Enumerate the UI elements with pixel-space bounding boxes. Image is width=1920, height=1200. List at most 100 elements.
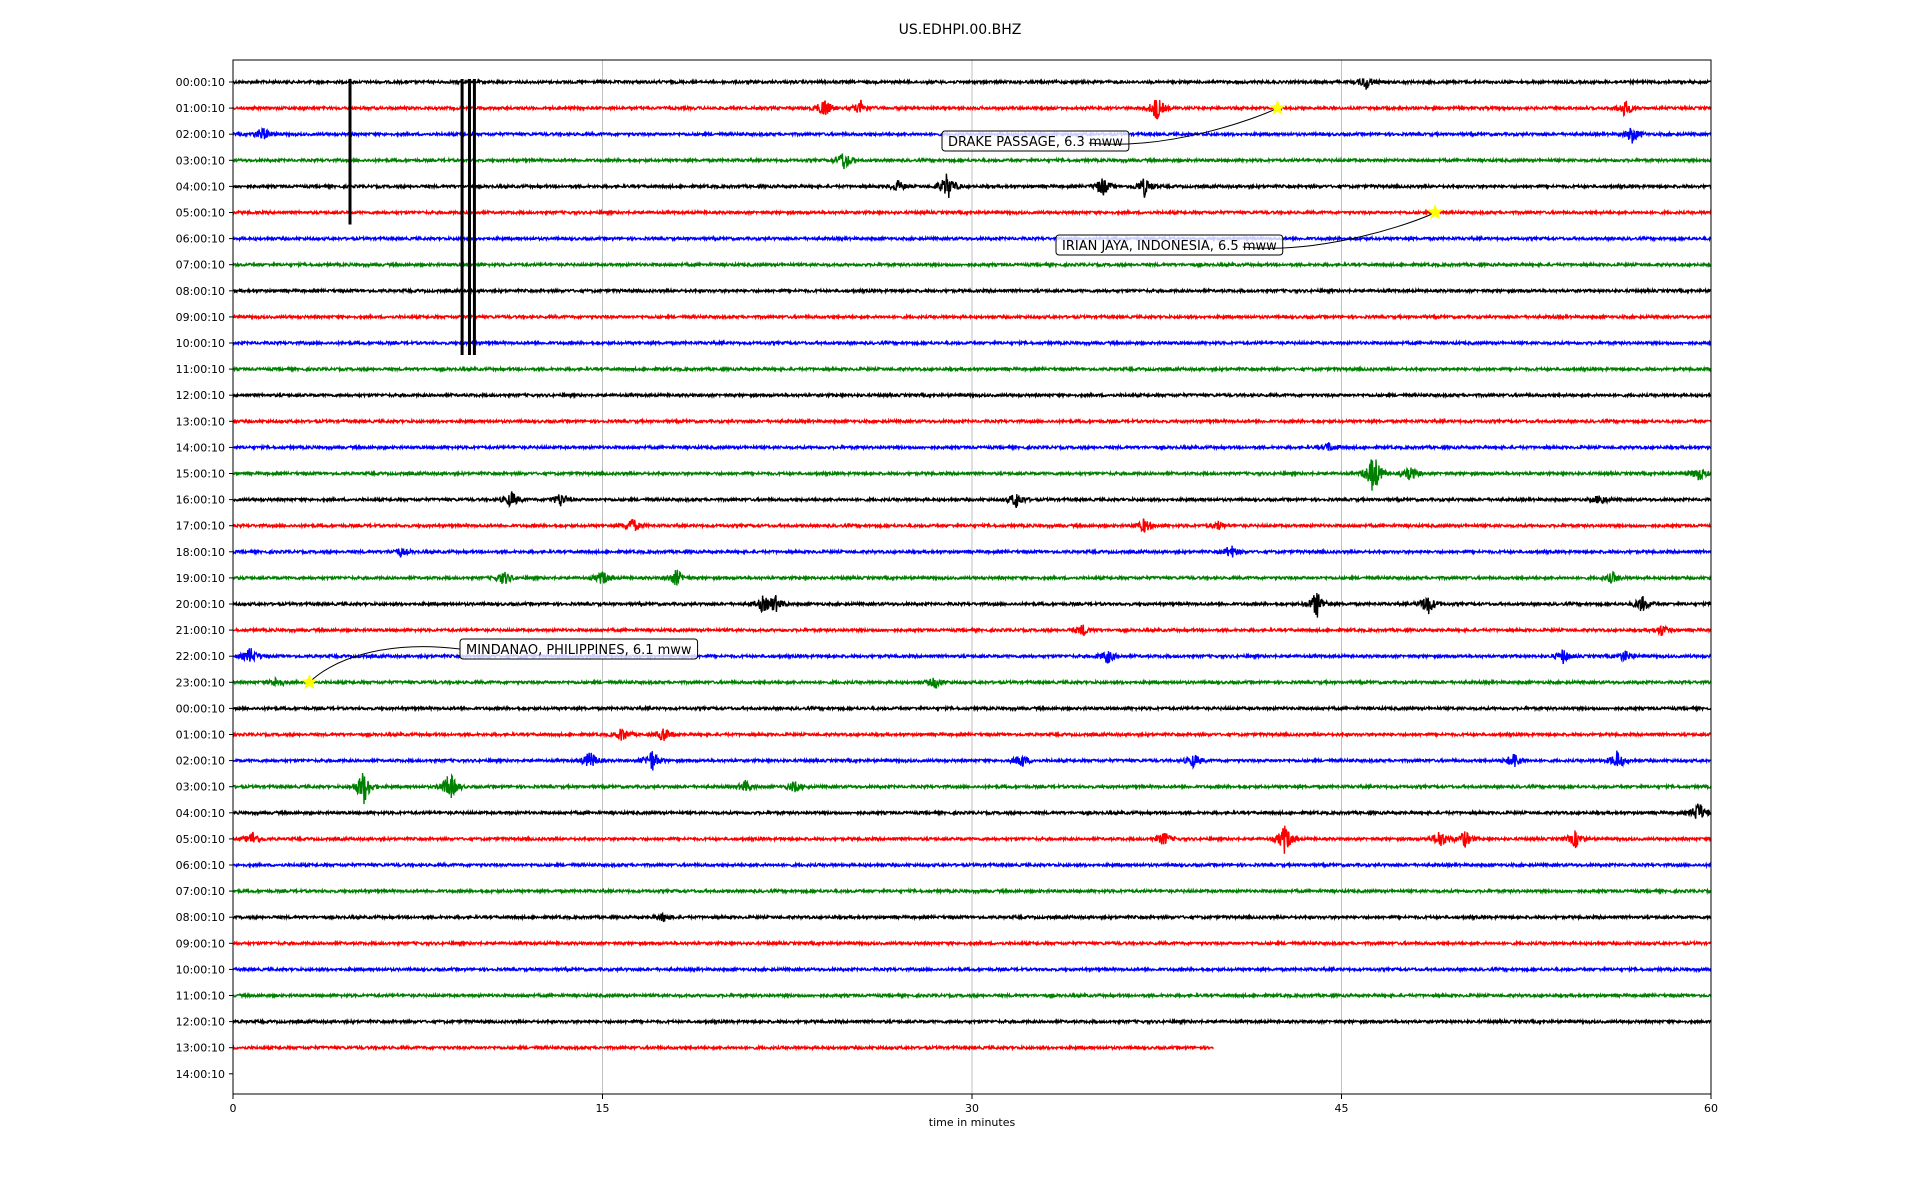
row-label: 01:00:10 (176, 729, 225, 742)
row-label: 09:00:10 (176, 937, 225, 950)
x-tick-label: 30 (965, 1102, 979, 1115)
row-label: 08:00:10 (176, 285, 225, 298)
trace-row-36 (232, 1017, 1711, 1026)
row-label: 02:00:10 (176, 128, 225, 141)
row-label: 13:00:10 (176, 1042, 225, 1055)
trace-row-8 (232, 286, 1712, 295)
spike-layer (348, 79, 476, 355)
event-label: IRIAN JAYA, INDONESIA, 6.5 mww (1062, 239, 1277, 254)
trace-row-10 (232, 338, 1712, 348)
trace-row-23 (232, 675, 1712, 689)
trace-row-37 (232, 1043, 1214, 1052)
trace-row-5 (232, 208, 1712, 217)
row-label: 00:00:10 (176, 76, 225, 89)
event-star-marker (1269, 99, 1286, 115)
row-label: 03:00:10 (176, 781, 225, 794)
row-label: 02:00:10 (176, 755, 225, 768)
trace-row-30 (232, 860, 1712, 870)
row-label: 13:00:10 (176, 415, 225, 428)
trace-row-14 (232, 441, 1712, 452)
row-label: 04:00:10 (176, 180, 225, 193)
event-annotation: IRIAN JAYA, INDONESIA, 6.5 mww (1055, 204, 1444, 256)
row-label: 14:00:10 (176, 441, 225, 454)
trace-row-6 (232, 234, 1712, 243)
row-label: 08:00:10 (176, 911, 225, 924)
event-connector (1088, 107, 1278, 145)
trace-row-17 (232, 518, 1712, 533)
row-label: 11:00:10 (176, 363, 225, 376)
trace-row-28 (232, 803, 1712, 819)
event-label-box (1055, 234, 1284, 256)
trace-row-11 (232, 365, 1712, 374)
x-tick-label: 45 (1335, 1102, 1349, 1115)
row-label: 06:00:10 (176, 233, 225, 246)
event-star-marker (1427, 204, 1444, 220)
trace-row-21 (232, 624, 1712, 637)
row-label: 05:00:10 (176, 207, 225, 220)
row-label: 17:00:10 (176, 520, 225, 533)
event-star-marker (301, 673, 318, 690)
row-label: 12:00:10 (176, 389, 225, 402)
row-label: 00:00:10 (176, 702, 225, 715)
trace-row-35 (232, 991, 1712, 1000)
row-label: 01:00:10 (176, 102, 225, 115)
row-label: 11:00:10 (176, 990, 225, 1003)
row-label: 03:00:10 (176, 154, 225, 167)
row-label: 14:00:10 (176, 1068, 225, 1081)
trace-row-31 (232, 887, 1712, 896)
event-annotations: DRAKE PASSAGE, 6.3 mww IRIAN JAYA, INDONE… (301, 99, 1444, 690)
trace-row-20 (232, 592, 1712, 618)
x-tick-label: 15 (596, 1102, 610, 1115)
event-annotation: MINDANAO, PHILIPPINES, 6.1 mww (301, 638, 699, 690)
trace-row-16 (232, 491, 1712, 509)
row-label: 10:00:10 (176, 337, 225, 350)
trace-row-32 (232, 911, 1712, 923)
row-label: 21:00:10 (176, 624, 225, 637)
row-label: 05:00:10 (176, 833, 225, 846)
row-label: 12:00:10 (176, 1016, 225, 1029)
row-label: 10:00:10 (176, 963, 225, 976)
trace-row-4 (232, 173, 1712, 199)
row-label: 07:00:10 (176, 885, 225, 898)
event-connector (309, 646, 461, 683)
event-label: DRAKE PASSAGE, 6.3 mww (948, 135, 1123, 150)
event-annotation: DRAKE PASSAGE, 6.3 mww (941, 99, 1286, 152)
trace-row-9 (232, 312, 1712, 321)
trace-row-18 (232, 545, 1712, 558)
row-label: 20:00:10 (176, 598, 225, 611)
trace-row-29 (232, 825, 1712, 854)
x-tick-label: 0 (230, 1102, 237, 1115)
trace-row-34 (232, 965, 1712, 974)
row-label: 15:00:10 (176, 468, 225, 481)
trace-row-25 (232, 728, 1712, 741)
row-label: 19:00:10 (176, 572, 225, 585)
x-tick-label: 60 (1704, 1102, 1718, 1115)
trace-row-19 (232, 569, 1712, 586)
trace-row-27 (232, 772, 1712, 805)
event-connector (1242, 212, 1436, 249)
trace-layer (232, 77, 1712, 1052)
trace-row-12 (232, 391, 1712, 400)
row-labels: 00:00:10 01:00:10 02:00:10 03:00:10 04:00:10… (176, 76, 233, 1081)
x-axis-label: time in minutes (929, 1116, 1016, 1129)
x-axis-ticks: 0 15 30 45 60 (230, 1094, 1718, 1115)
trace-row-15 (232, 459, 1712, 491)
chart-title: US.EDHPI.00.BHZ (898, 22, 1022, 38)
trace-row-1 (232, 99, 1712, 120)
trace-row-0 (232, 77, 1712, 90)
trace-row-24 (232, 704, 1712, 713)
trace-row-13 (232, 417, 1712, 426)
trace-row-26 (232, 750, 1712, 771)
trace-row-33 (232, 939, 1712, 948)
row-label: 09:00:10 (176, 311, 225, 324)
row-label: 23:00:10 (176, 676, 225, 689)
row-label: 18:00:10 (176, 546, 225, 559)
trace-row-3 (232, 153, 1712, 170)
row-label: 07:00:10 (176, 259, 225, 272)
event-label: MINDANAO, PHILIPPINES, 6.1 mww (466, 643, 692, 658)
row-label: 16:00:10 (176, 494, 225, 507)
row-label: 22:00:10 (176, 650, 225, 663)
row-label: 04:00:10 (176, 807, 225, 820)
event-label-box (941, 130, 1130, 152)
